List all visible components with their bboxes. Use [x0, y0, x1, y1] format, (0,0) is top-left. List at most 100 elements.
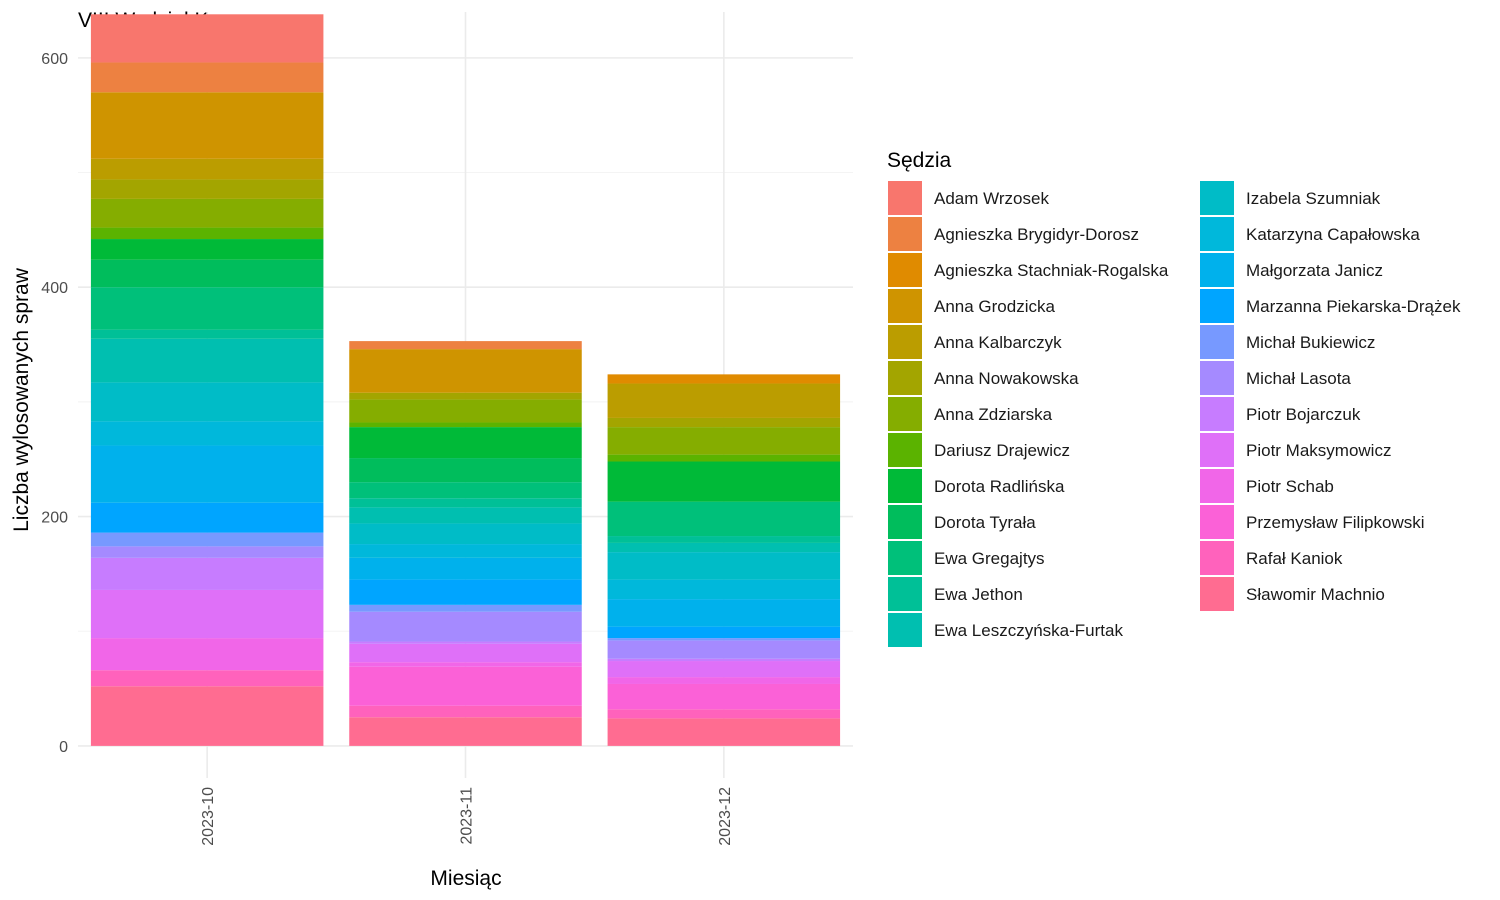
x-axis-title: Miesiąc [430, 867, 501, 890]
legend-label: Adam Wrzosek [934, 189, 1049, 208]
bar-segment [349, 611, 582, 642]
bar-segment [349, 427, 582, 459]
legend-key [1200, 577, 1234, 611]
bar-segment [90, 239, 324, 260]
bar-segment [90, 158, 324, 180]
legend-item: Katarzyna Capałowska [1200, 217, 1420, 251]
legend-label: Małgorzata Janicz [1246, 261, 1383, 280]
legend-key [888, 433, 922, 467]
x-tick-label: 2023-10 [200, 787, 217, 846]
legend-label: Izabela Szumniak [1246, 189, 1381, 208]
legend-key [888, 289, 922, 323]
legend-key [1200, 433, 1234, 467]
legend-key [1200, 469, 1234, 503]
legend-key [888, 613, 922, 647]
legend-key [1200, 361, 1234, 395]
legend-item: Michał Lasota [1200, 361, 1351, 395]
legend-item: Agnieszka Stachniak-Rogalska [888, 253, 1169, 287]
legend-key [1200, 325, 1234, 359]
bar-segment [607, 658, 841, 662]
legend-key [888, 397, 922, 431]
bar-segment [90, 532, 324, 547]
bar-segment [90, 92, 324, 159]
bar-segment [90, 421, 324, 446]
legend-key [1200, 181, 1234, 215]
bar-segment [349, 717, 582, 746]
legend-label: Agnieszka Brygidyr-Dorosz [934, 225, 1139, 244]
bar-segment [90, 227, 324, 240]
legend-key [1200, 253, 1234, 287]
bar-segment [90, 382, 324, 422]
legend-label: Piotr Maksymowicz [1246, 441, 1391, 460]
y-axis-title: Liczba wylosowanych spraw [10, 267, 33, 532]
legend-key [888, 181, 922, 215]
legend-key [1200, 217, 1234, 251]
bar-segment [90, 638, 324, 671]
bar-segment [349, 422, 582, 428]
bar-segment [607, 501, 841, 537]
legend-item: Anna Grodzicka [888, 289, 1055, 323]
legend-label: Rafał Kaniok [1246, 549, 1343, 568]
legend-key [888, 325, 922, 359]
bar-segment [349, 544, 582, 558]
bar-segment [90, 546, 324, 558]
y-tick-label: 200 [41, 510, 68, 527]
legend-item: Ewa Gregajtys [888, 541, 1045, 575]
legend-item: Małgorzata Janicz [1200, 253, 1383, 287]
legend-label: Katarzyna Capałowska [1246, 225, 1420, 244]
legend-item: Rafał Kaniok [1200, 541, 1343, 575]
bar-segment [607, 683, 841, 710]
legend-key [1200, 505, 1234, 539]
bar-segment [607, 626, 841, 639]
bar-segment [349, 349, 582, 393]
bar-segment [349, 482, 582, 499]
bar-segment [90, 329, 324, 339]
legend-label: Piotr Schab [1246, 477, 1334, 496]
legend-key [1200, 289, 1234, 323]
legend-item: Anna Kalbarczyk [888, 325, 1062, 359]
bar-segment [607, 427, 841, 455]
bar-segment [349, 458, 582, 483]
legend-item: Ewa Jethon [888, 577, 1023, 611]
bar-segment [349, 666, 582, 706]
legend-item: Dariusz Drajewicz [888, 433, 1070, 467]
legend-item: Adam Wrzosek [888, 181, 1049, 215]
legend-label: Anna Nowakowska [934, 369, 1079, 388]
bar-segment [90, 589, 324, 639]
legend-item: Piotr Maksymowicz [1200, 433, 1391, 467]
bar-segment [349, 399, 582, 423]
legend-label: Michał Lasota [1246, 369, 1351, 388]
bar-segment [349, 392, 582, 400]
bar-segment [349, 705, 582, 718]
legend-item: Anna Nowakowska [888, 361, 1079, 395]
bar-segment [607, 552, 841, 580]
y-tick-label: 600 [41, 51, 68, 68]
legend-key [888, 253, 922, 287]
bar-segment [349, 641, 582, 644]
legend-item: Przemysław Filipkowski [1200, 505, 1425, 539]
legend-label: Agnieszka Stachniak-Rogalska [934, 261, 1169, 280]
legend-label: Anna Kalbarczyk [934, 333, 1062, 352]
bar-segment [607, 579, 841, 600]
bar-segment [607, 374, 841, 384]
bar-segment [90, 502, 324, 533]
legend-item: Dorota Tyrała [888, 505, 1036, 539]
legend-label: Ewa Jethon [934, 585, 1023, 604]
y-tick-label: 400 [41, 280, 68, 297]
bar-segment [349, 643, 582, 663]
legend-label: Anna Grodzicka [934, 297, 1055, 316]
bar-segment [349, 507, 582, 524]
bar-segment [607, 640, 841, 659]
bar-segment [90, 179, 324, 199]
bar-segment [349, 557, 582, 580]
bar-segment [607, 599, 841, 627]
legend-key [888, 469, 922, 503]
legend-label: Piotr Bojarczuk [1246, 405, 1361, 424]
legend-label: Michał Bukiewicz [1246, 333, 1375, 352]
bar-segment [349, 579, 582, 605]
legend-item: Sławomir Machnio [1200, 577, 1385, 611]
y-tick-label: 0 [59, 739, 68, 756]
bar-segment [90, 686, 324, 746]
legend-item: Michał Bukiewicz [1200, 325, 1375, 359]
legend-item: Piotr Bojarczuk [1200, 397, 1361, 431]
